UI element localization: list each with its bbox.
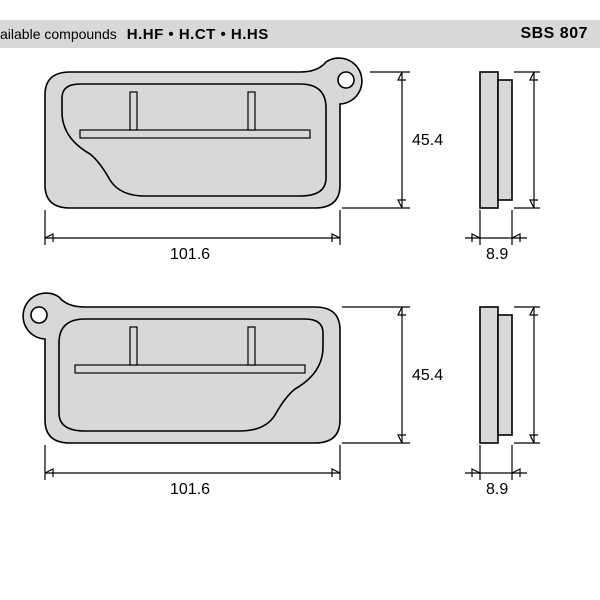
dim-width-2: 101.6 — [170, 481, 210, 499]
compounds-list: H.HF • H.CT • H.HS — [127, 26, 269, 43]
dim-width-1: 101.6 — [170, 246, 210, 264]
compounds-label: ailable compounds — [0, 26, 117, 42]
brake-pad-diagram — [0, 50, 600, 590]
dim-height-1: 45.4 — [412, 132, 443, 150]
header-left: ailable compounds H.HF • H.CT • H.HS — [0, 26, 269, 43]
header-bar: ailable compounds H.HF • H.CT • H.HS SBS… — [0, 20, 600, 48]
dim-thick-2: 8.9 — [486, 481, 508, 499]
pad-1-side — [480, 72, 512, 208]
dim-height-2: 45.4 — [412, 367, 443, 385]
part-number: SBS 807 — [520, 25, 588, 43]
pad-2-side — [480, 307, 512, 443]
pad-1-front — [45, 58, 362, 208]
dim-thick-1: 8.9 — [486, 246, 508, 264]
diagram-canvas: 101.6 45.4 8.9 101.6 45.4 8.9 — [0, 50, 600, 600]
pad-2-front — [23, 293, 340, 443]
